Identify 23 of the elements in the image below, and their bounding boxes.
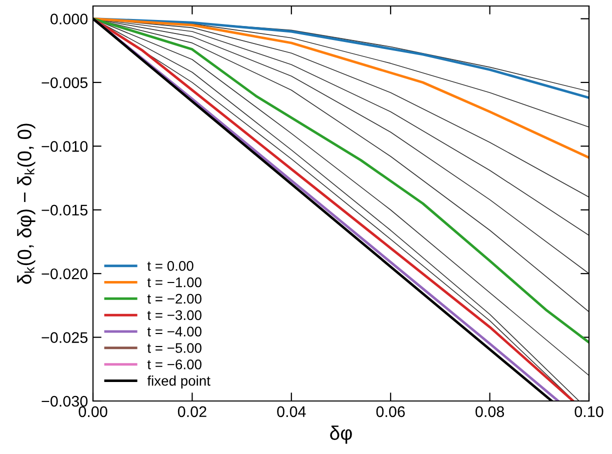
legend-label: t = −4.00 bbox=[147, 326, 202, 336]
x-axis-title: δφ bbox=[330, 426, 352, 444]
y-tick-label: −0.025 bbox=[42, 332, 88, 343]
y-tick-label: 0.000 bbox=[50, 14, 88, 24]
y-tick-label: −0.030 bbox=[42, 396, 88, 407]
legend-label: t = 0.00 bbox=[147, 260, 194, 271]
x-tick-label: 0.04 bbox=[277, 406, 306, 418]
legend-label: t = −2.00 bbox=[147, 294, 202, 304]
legend-label: t = −6.00 bbox=[147, 360, 202, 370]
x-tick-label: 0.06 bbox=[376, 406, 405, 418]
x-tick-label: 0.02 bbox=[178, 406, 206, 418]
legend-label: t = −1.00 bbox=[147, 277, 202, 288]
x-tick-label: 0.00 bbox=[78, 406, 108, 418]
y-tick-label: −0.015 bbox=[42, 204, 88, 216]
legend-label: t = −5.00 bbox=[147, 343, 202, 353]
y-tick-label: −0.010 bbox=[42, 141, 88, 152]
legend-label: fixed point bbox=[147, 376, 210, 388]
y-axis-title: δ$_{k}$(0, δφ) − δ$_{k}$(0, 0) bbox=[17, 124, 36, 284]
x-tick-label: 0.08 bbox=[476, 406, 504, 418]
x-tick-label: 0.10 bbox=[574, 406, 604, 418]
y-tick-label: −0.020 bbox=[42, 268, 88, 280]
legend-label: t = −3.00 bbox=[147, 310, 202, 320]
y-tick-label: −0.005 bbox=[42, 77, 88, 88]
